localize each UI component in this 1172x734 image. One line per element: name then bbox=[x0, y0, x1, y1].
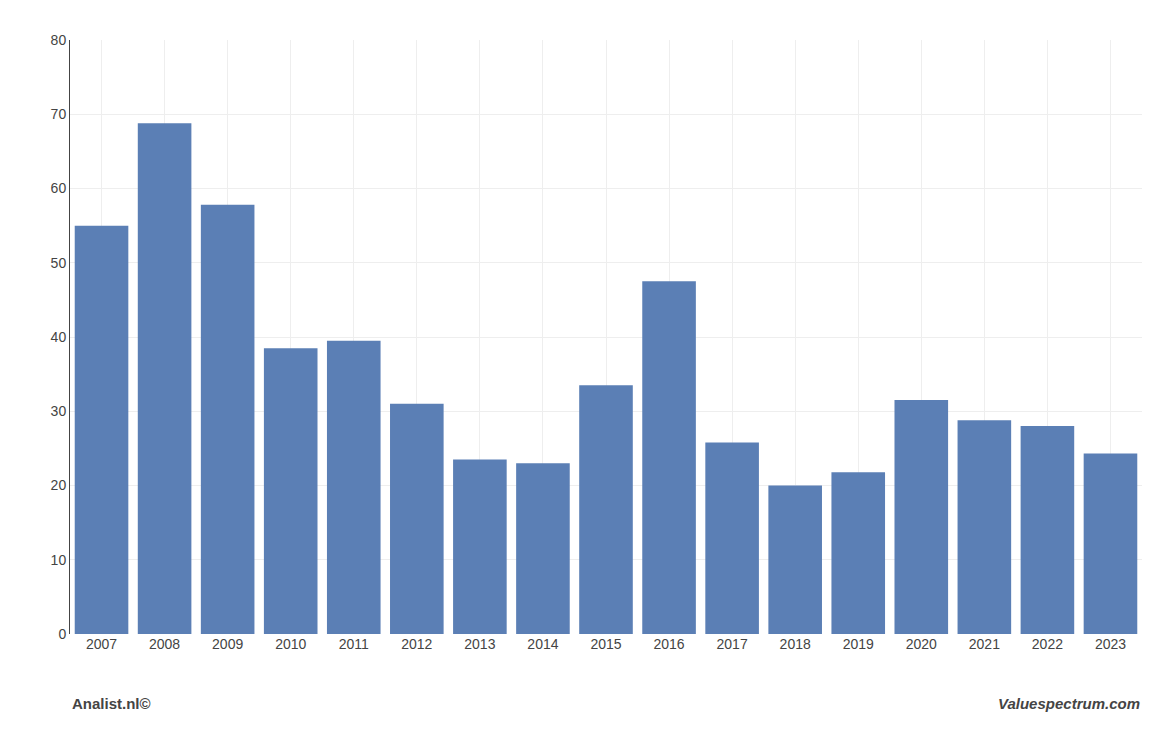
svg-text:0: 0 bbox=[58, 626, 66, 642]
svg-text:2015: 2015 bbox=[590, 636, 621, 652]
svg-text:2014: 2014 bbox=[527, 636, 558, 652]
svg-text:2018: 2018 bbox=[780, 636, 811, 652]
svg-text:2016: 2016 bbox=[653, 636, 684, 652]
svg-text:2011: 2011 bbox=[339, 636, 369, 652]
svg-text:2019: 2019 bbox=[843, 636, 874, 652]
svg-text:70: 70 bbox=[51, 106, 67, 122]
svg-text:Analist.nl©: Analist.nl© bbox=[72, 695, 151, 712]
svg-text:30: 30 bbox=[51, 403, 67, 419]
svg-text:50: 50 bbox=[51, 255, 67, 271]
svg-text:2009: 2009 bbox=[212, 636, 243, 652]
svg-text:60: 60 bbox=[51, 180, 67, 196]
svg-text:2020: 2020 bbox=[906, 636, 937, 652]
svg-text:2022: 2022 bbox=[1032, 636, 1063, 652]
svg-text:Valuespectrum.com: Valuespectrum.com bbox=[998, 695, 1140, 712]
svg-text:80: 80 bbox=[51, 32, 67, 48]
svg-text:2010: 2010 bbox=[275, 636, 306, 652]
svg-text:20: 20 bbox=[51, 477, 67, 493]
svg-text:2012: 2012 bbox=[401, 636, 432, 652]
svg-text:2013: 2013 bbox=[464, 636, 495, 652]
svg-text:40: 40 bbox=[51, 329, 67, 345]
svg-text:2017: 2017 bbox=[717, 636, 748, 652]
svg-text:2008: 2008 bbox=[149, 636, 180, 652]
svg-text:10: 10 bbox=[51, 552, 67, 568]
svg-text:2021: 2021 bbox=[969, 636, 1000, 652]
svg-text:2007: 2007 bbox=[86, 636, 117, 652]
svg-text:2023: 2023 bbox=[1095, 636, 1126, 652]
